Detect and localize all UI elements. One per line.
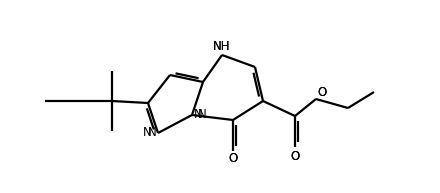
Bar (291, 151, 299, 161)
Text: N: N (198, 108, 207, 122)
Bar (194, 110, 202, 120)
Text: NH: NH (213, 41, 231, 53)
Text: NH: NH (213, 41, 231, 53)
Text: N: N (194, 108, 202, 122)
Bar (229, 154, 237, 164)
Text: O: O (317, 85, 326, 98)
Text: O: O (290, 150, 300, 163)
Text: O: O (317, 85, 326, 98)
Text: N: N (143, 126, 152, 140)
Text: O: O (228, 152, 238, 166)
Text: O: O (228, 152, 238, 166)
Text: O: O (290, 150, 300, 163)
Bar (318, 87, 326, 97)
Text: N: N (148, 126, 156, 140)
Bar (215, 42, 229, 52)
Bar (148, 128, 156, 138)
